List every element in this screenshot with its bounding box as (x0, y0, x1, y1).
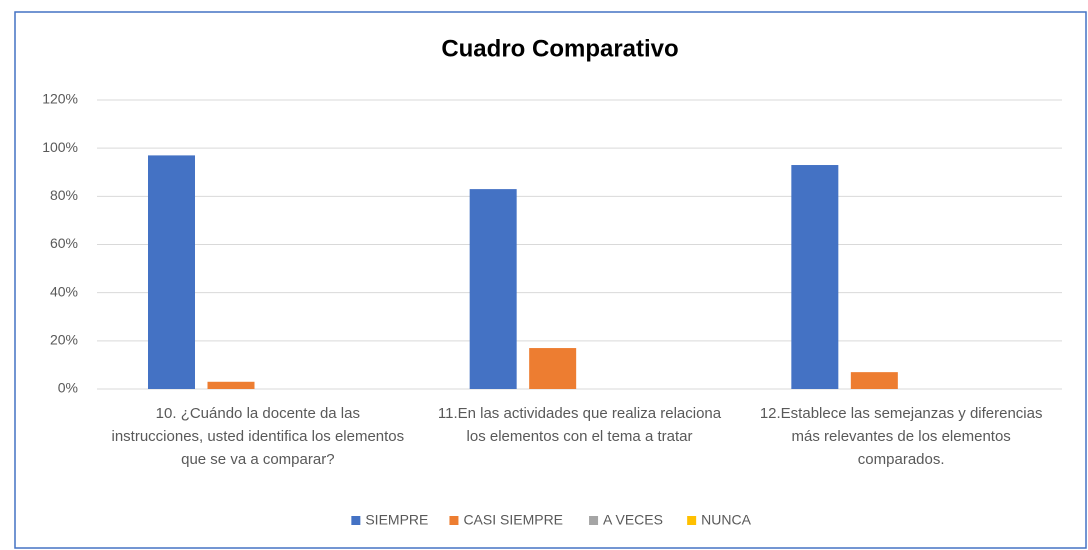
bar (469, 189, 517, 389)
bar (850, 372, 898, 389)
legend-label: A VECES (603, 512, 663, 528)
legend-label: SIEMPRE (365, 512, 428, 528)
y-tick-label: 80% (50, 187, 78, 203)
legend-swatch (351, 516, 361, 525)
legend-swatch (687, 516, 697, 525)
bar (529, 348, 577, 389)
y-tick-label: 20% (50, 332, 78, 348)
x-tick-label: 12.Establece las semejanzas y diferencia… (759, 405, 1043, 468)
x-tick-label: 11.En las actividades que realiza relaci… (437, 405, 722, 445)
y-tick-label: 120% (42, 91, 78, 107)
y-tick-label: 40% (50, 283, 78, 299)
y-tick-label: 0% (58, 380, 78, 396)
y-tick-label: 60% (50, 235, 78, 251)
legend-swatch (589, 516, 599, 525)
x-tick-label: 10. ¿Cuándo la docente da las instruccio… (111, 405, 405, 468)
bar (791, 165, 839, 389)
y-tick-label: 100% (42, 139, 78, 155)
legend-swatch (449, 516, 459, 525)
bar (148, 155, 195, 389)
bar (207, 381, 255, 389)
chart-title: Cuadro Comparativo (441, 35, 678, 62)
legend-label: NUNCA (701, 512, 751, 528)
legend-label: CASI SIEMPRE (463, 512, 563, 528)
chart-frame (14, 11, 1087, 549)
